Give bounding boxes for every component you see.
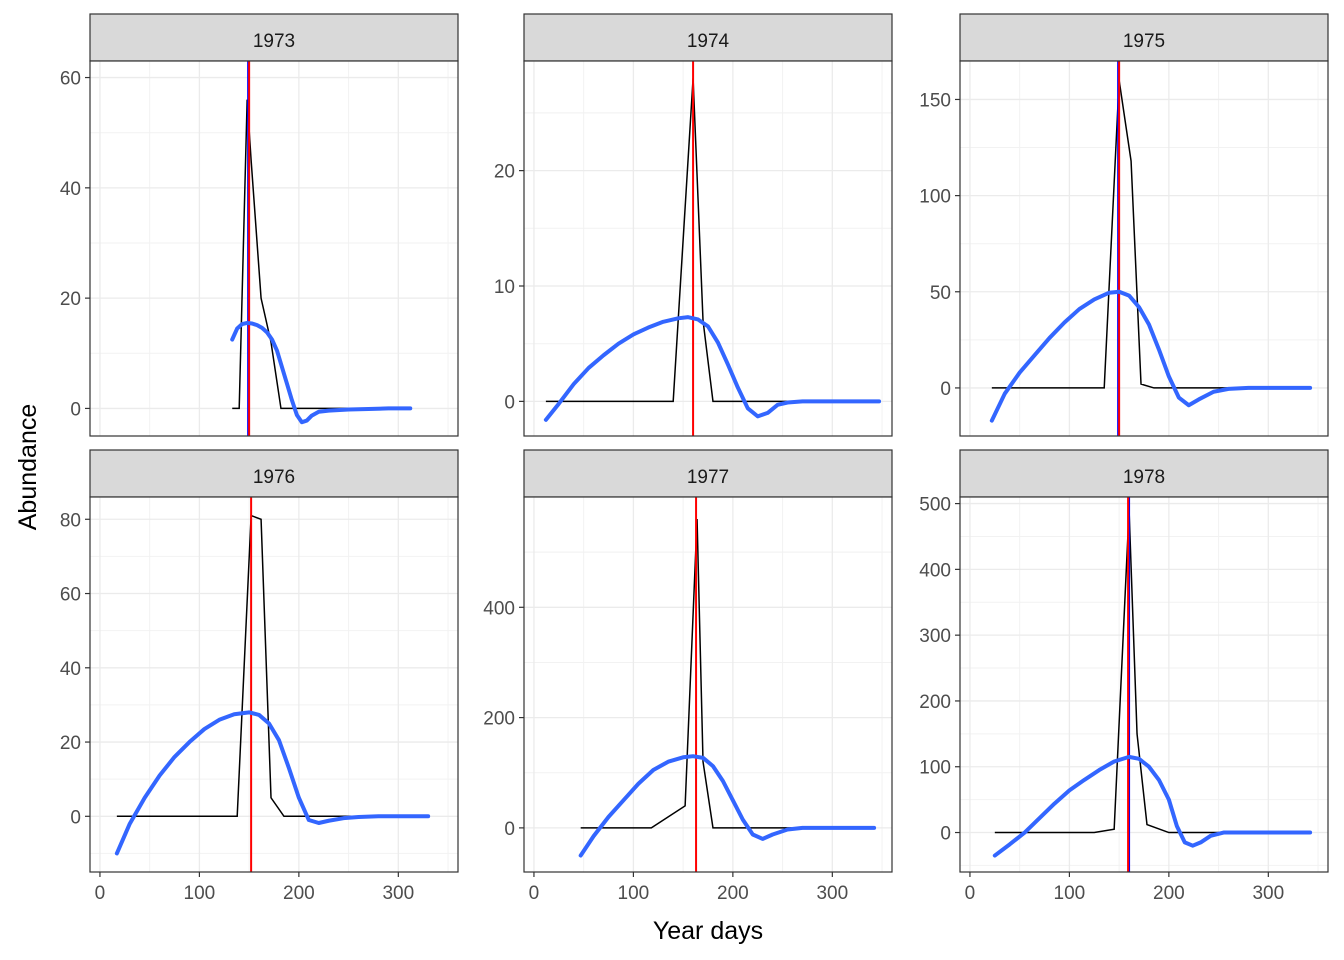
y-axis-title: Abundance	[14, 404, 42, 531]
panel-border	[523, 60, 893, 437]
y-tick-label: 20	[60, 289, 81, 310]
y-tick-label: 40	[60, 659, 81, 680]
facet-label: 1977	[687, 467, 729, 488]
smooth-curve	[578, 754, 877, 858]
smooth-curve	[543, 315, 882, 422]
x-tick-label: 300	[1252, 883, 1284, 904]
x-tick-label: 300	[382, 883, 414, 904]
facet-strip	[959, 449, 1329, 498]
panel-1974: 1974 0 10 20	[494, 13, 893, 437]
y-tick-label: 300	[919, 626, 951, 647]
panel-border	[89, 496, 459, 873]
x-tick-label: 100	[1054, 883, 1086, 904]
data-layer	[992, 497, 1313, 872]
smooth-curve	[992, 754, 1313, 858]
y-tick-label: 80	[60, 510, 81, 531]
panel-1975: 1975 0 50 100 150	[919, 13, 1329, 437]
x-tick-label: 200	[717, 883, 749, 904]
plot-area	[960, 497, 1328, 872]
y-tick-label: 200	[919, 692, 951, 713]
y-tick-label: 0	[504, 819, 515, 840]
chart-panels: 1973 0 20 40 60 1974 0 10 20 1975 0 50 100 150 1976 0 20…	[60, 13, 1329, 904]
y-tick-label: 0	[70, 807, 81, 828]
facet-label: 1975	[1123, 31, 1165, 52]
x-axis-title: Year days	[653, 917, 763, 945]
smooth-curve	[114, 710, 431, 856]
plot-area	[90, 61, 458, 436]
data-layer	[114, 497, 431, 872]
y-tick-label: 0	[940, 379, 951, 400]
facet-strip	[523, 13, 893, 62]
plot-area	[90, 497, 458, 872]
y-tick-label: 400	[483, 598, 515, 619]
facet-strip	[959, 13, 1329, 62]
x-tick-label: 0	[95, 883, 106, 904]
y-tick-label: 20	[60, 733, 81, 754]
y-tick-label: 60	[60, 585, 81, 606]
data-layer	[989, 61, 1313, 436]
facet-strip	[89, 13, 459, 62]
y-tick-label: 150	[919, 90, 951, 111]
smooth-curve	[230, 320, 413, 425]
plot-area	[524, 497, 892, 872]
facet-label: 1978	[1123, 467, 1165, 488]
y-tick-label: 10	[494, 277, 515, 298]
panel-1978: 1978 0 100 200 300 400 500 0 100 200 300	[919, 449, 1329, 904]
y-tick-label: 60	[60, 69, 81, 90]
data-layer	[230, 61, 413, 436]
y-tick-label: 50	[930, 283, 951, 304]
panel-border	[959, 496, 1329, 873]
y-tick-label: 20	[494, 162, 515, 183]
y-tick-label: 0	[70, 399, 81, 420]
x-tick-label: 300	[816, 883, 848, 904]
y-tick-label: 200	[483, 709, 515, 730]
x-tick-label: 100	[618, 883, 650, 904]
facet-label: 1973	[253, 31, 295, 52]
x-tick-label: 200	[1153, 883, 1185, 904]
panel-border	[89, 60, 459, 437]
y-tick-label: 400	[919, 560, 951, 581]
x-tick-label: 0	[965, 883, 976, 904]
panel-border	[959, 60, 1329, 437]
panel-border	[523, 496, 893, 873]
data-layer	[543, 61, 882, 436]
facet-label: 1976	[253, 467, 295, 488]
y-tick-label: 500	[919, 495, 951, 516]
y-tick-label: 100	[919, 758, 951, 779]
y-tick-label: 0	[504, 392, 515, 413]
facet-strip	[89, 449, 459, 498]
panel-1977: 1977 0 200 400 0 100 200 300	[483, 449, 893, 904]
facet-label: 1974	[687, 31, 730, 52]
y-tick-label: 40	[60, 179, 81, 200]
data-layer	[578, 497, 877, 872]
x-tick-label: 100	[184, 883, 216, 904]
panel-1976: 1976 0 20 40 60 80 0 100 200 300	[60, 449, 459, 904]
x-tick-label: 0	[529, 883, 540, 904]
x-tick-label: 200	[283, 883, 315, 904]
y-tick-label: 100	[919, 187, 951, 208]
smooth-curve	[989, 289, 1313, 423]
panel-1973: 1973 0 20 40 60	[60, 13, 459, 437]
y-tick-label: 0	[940, 824, 951, 845]
